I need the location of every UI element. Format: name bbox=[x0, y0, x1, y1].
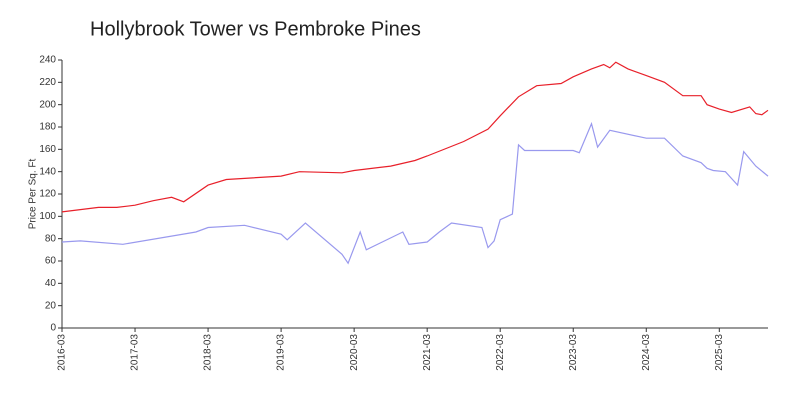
x-tick-label: 2018-03 bbox=[203, 334, 214, 371]
y-tick-label: 60 bbox=[45, 256, 57, 267]
y-tick-label: 220 bbox=[39, 77, 56, 88]
x-tick-label: 2020-03 bbox=[349, 334, 360, 371]
y-tick-label: 40 bbox=[45, 278, 57, 289]
x-tick-label: 2023-03 bbox=[568, 334, 579, 371]
series-line bbox=[61, 61, 769, 213]
y-tick-label: 160 bbox=[39, 144, 56, 155]
y-tick-label: 200 bbox=[39, 99, 56, 110]
y-tick-label: 240 bbox=[39, 55, 56, 66]
series-line bbox=[61, 121, 769, 265]
x-tick-label: 2017-03 bbox=[130, 334, 141, 371]
y-axis-label: Price Per Sq. Ft bbox=[28, 158, 39, 229]
y-tick-label: 0 bbox=[50, 323, 56, 334]
y-tick-label: 80 bbox=[45, 233, 57, 244]
y-tick-label: 100 bbox=[39, 211, 56, 222]
y-tick-label: 140 bbox=[39, 166, 56, 177]
x-tick-label: 2021-03 bbox=[422, 334, 433, 371]
y-tick-label: 180 bbox=[39, 122, 56, 133]
x-tick-label: 2025-03 bbox=[714, 334, 725, 371]
y-tick-label: 20 bbox=[45, 300, 57, 311]
x-tick-label: 2019-03 bbox=[276, 334, 287, 371]
x-tick-label: 2016-03 bbox=[57, 334, 68, 371]
chart-title: Hollybrook Tower vs Pembroke Pines bbox=[90, 18, 421, 40]
x-tick-label: 2022-03 bbox=[495, 334, 506, 371]
x-tick-label: 2024-03 bbox=[641, 334, 652, 371]
y-tick-label: 120 bbox=[39, 189, 56, 200]
